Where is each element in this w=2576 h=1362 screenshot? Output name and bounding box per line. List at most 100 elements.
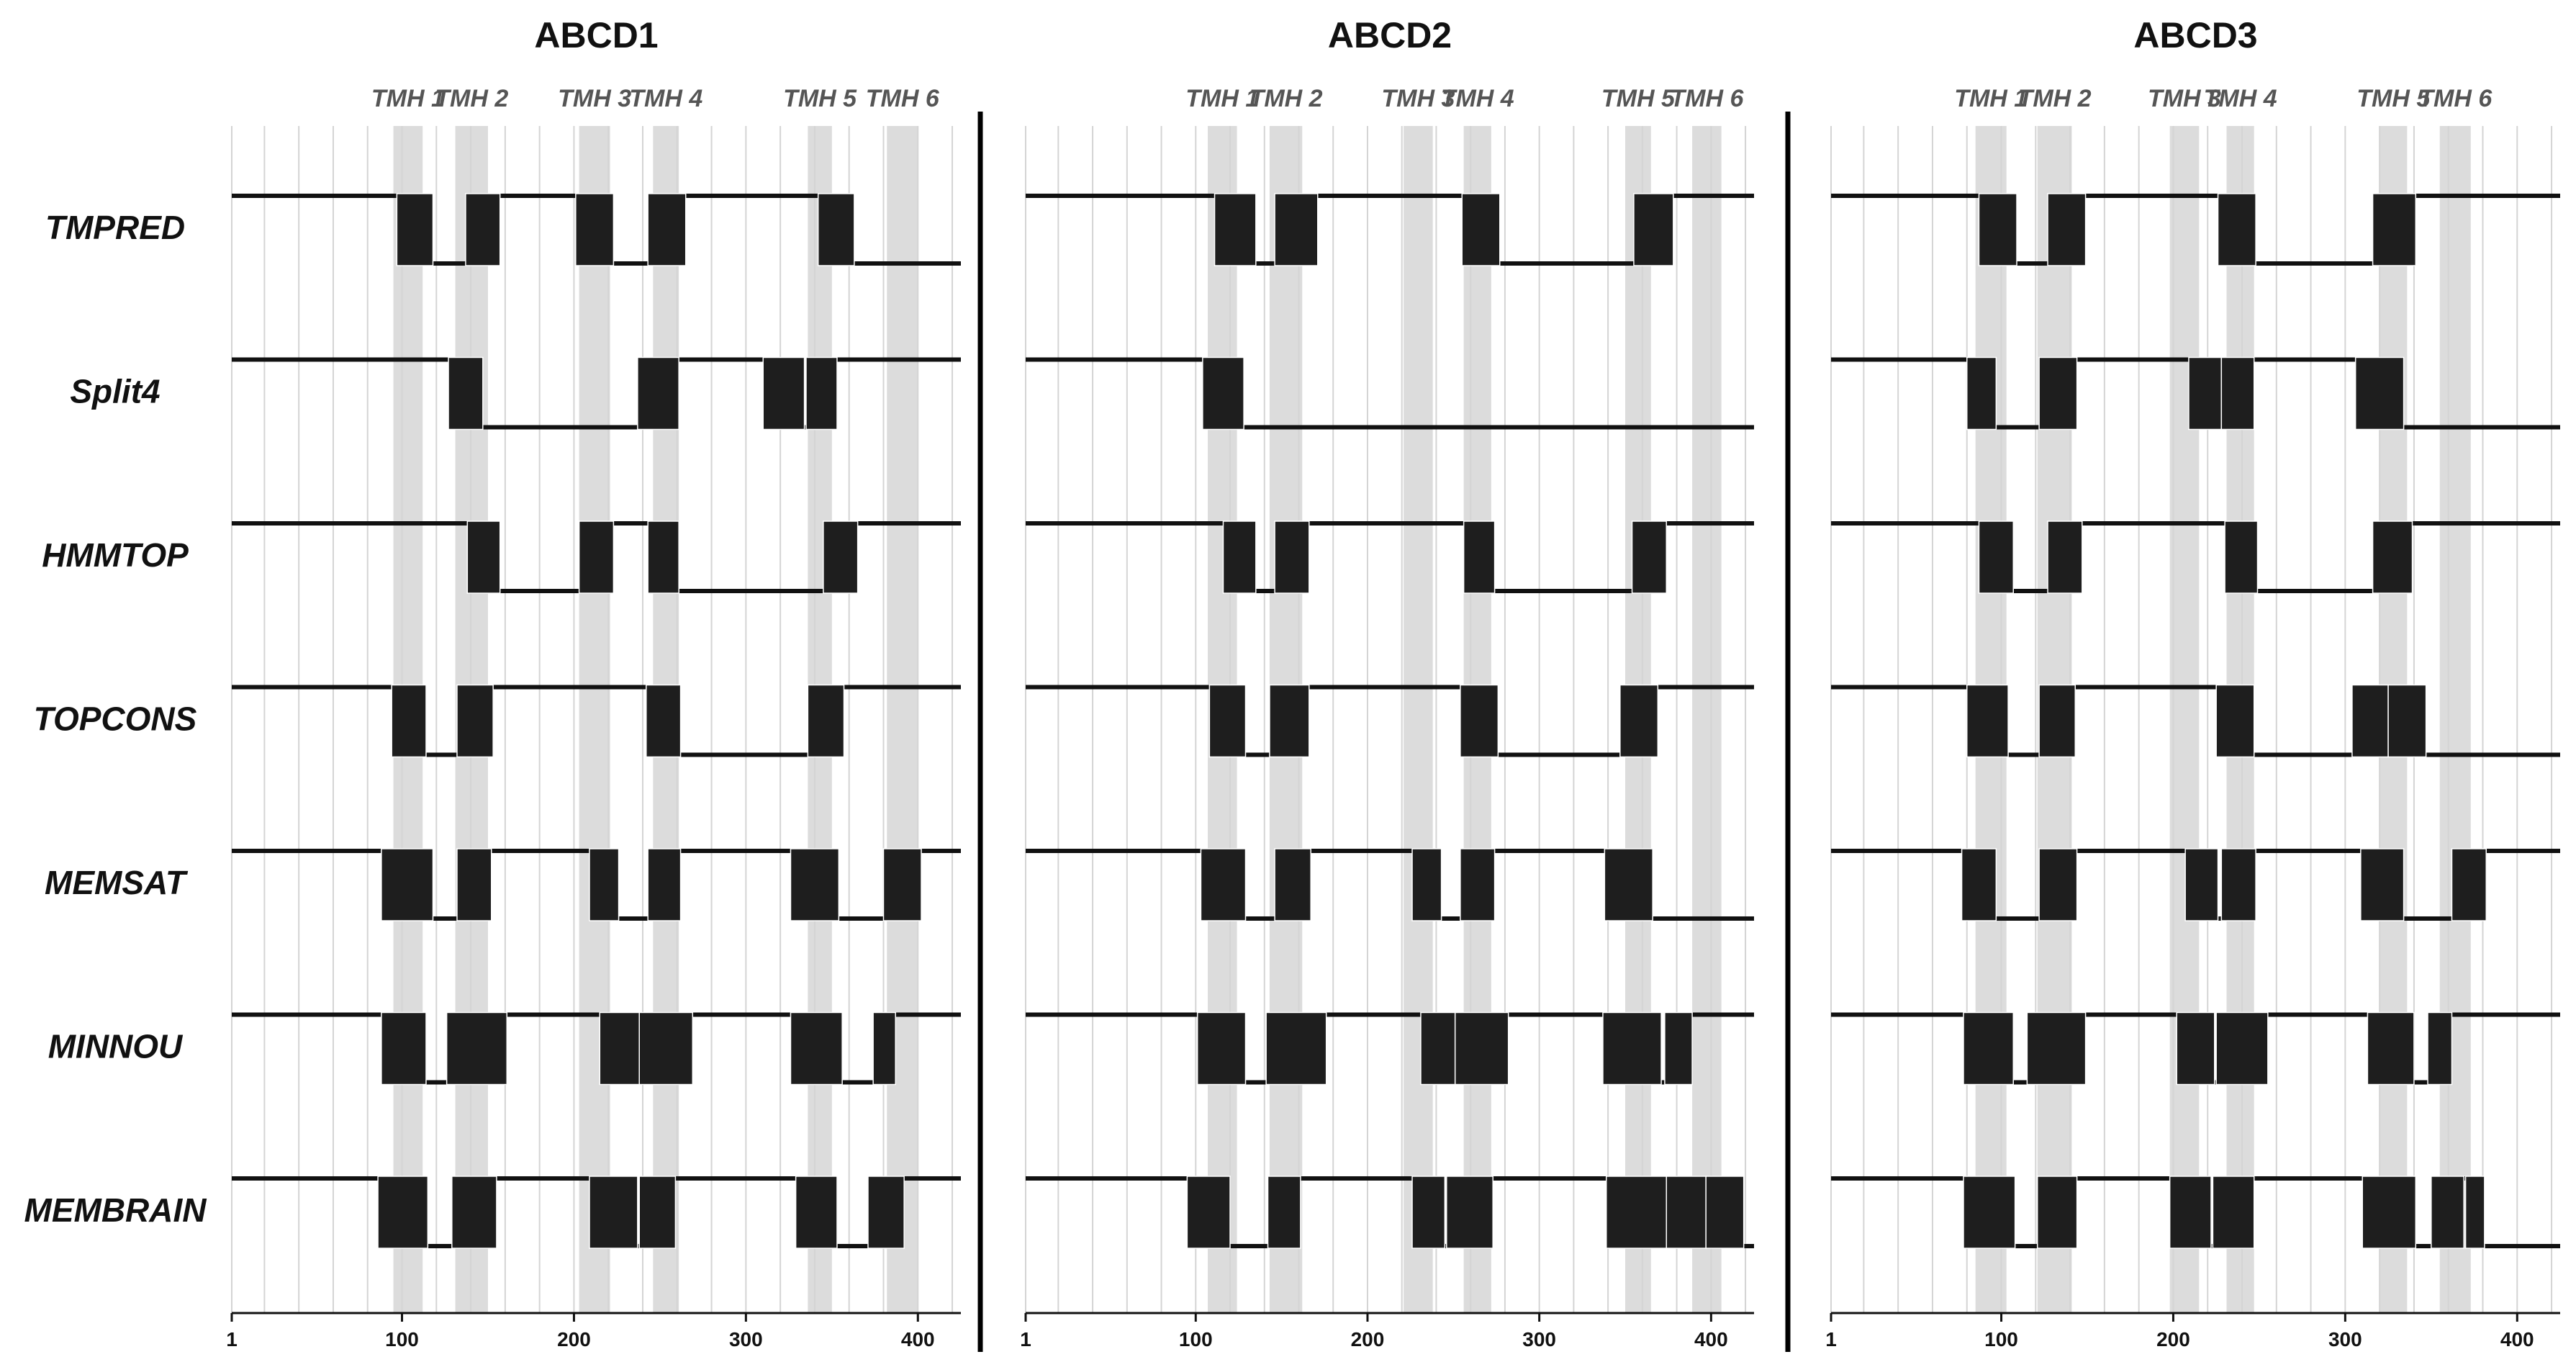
abcd1-tick-label-400: 400 [901,1328,935,1350]
abcd1-tick-label-200: 200 [557,1328,591,1350]
abcd1-membrain-helix-4 [638,1176,677,1249]
abcd3-hmmtop-helix-4 [2372,520,2413,594]
abcd3-memsat-helix-5 [2360,848,2405,921]
abcd2-tick-label-100: 100 [1179,1328,1213,1350]
abcd2-track-hmmtop [1026,520,1754,594]
abcd2-minnou-helix-2 [1265,1011,1327,1086]
abcd2-memsat-helix-1 [1200,848,1247,921]
abcd3-track-hmmtop [1831,520,2560,594]
abcd1-tmpred-helix-2 [465,193,501,266]
abcd1-split4-helix-3 [762,356,805,430]
method-label-hmmtop: HMMTOP [42,536,189,574]
abcd3-tmh-label-4: TMH 4 [2204,85,2277,112]
abcd1-tmh-band-3 [579,126,610,1313]
abcd2-membrain-helix-2 [1267,1176,1301,1249]
abcd1-track-tmpred [232,193,961,266]
abcd1-memsat-helix-5 [790,848,840,921]
abcd2-membrain-helix-3 [1411,1176,1446,1249]
abcd1-tmh-label-2: TMH 2 [435,85,508,112]
abcd3-track-minnou [1831,1011,2560,1086]
abcd1-hmmtop-helix-1 [466,520,501,594]
abcd3-memsat-helix-1 [1961,848,1997,921]
abcd2-membrain-helix-1 [1186,1176,1231,1249]
abcd2-track-memsat [1026,848,1754,921]
abcd3-minnou-helix-4 [2215,1011,2269,1086]
abcd3-hmmtop-helix-1 [1978,520,2015,594]
abcd2-split4-helix-1 [1202,356,1244,430]
abcd1-track-membrain [232,1176,961,1249]
abcd3-tmpred-helix-4 [2372,193,2417,266]
abcd3-split4-helix-1 [1966,356,1997,430]
abcd1-memsat-helix-2 [456,848,492,921]
abcd2-track-minnou [1026,1011,1754,1086]
abcd2-tmh-label-6: TMH 6 [1670,85,1744,112]
abcd1-hmmtop-helix-4 [823,520,859,594]
abcd2-membrain-helix-4 [1446,1176,1493,1249]
abcd1-topcons-helix-2 [456,684,494,758]
method-label-memsat: MEMSAT [45,864,189,901]
abcd1-tick-label-300: 300 [729,1328,763,1350]
abcd2-topcons-helix-4 [1619,684,1659,758]
abcd3-track-memsat [1831,848,2560,921]
abcd2-tmh-label-2: TMH 2 [1249,85,1323,112]
abcd3-membrain-helix-1 [1963,1176,2016,1249]
method-labels: TMPRED Split4 HMMTOP TOPCONS MEMSAT MINNOU MEM… [24,209,207,1229]
abcd2-topcons-helix-3 [1460,684,1499,758]
abcd2-tmh-band-6 [1692,126,1722,1313]
abcd2-minnou-helix-5 [1602,1011,1662,1086]
abcd3-memsat-helix-3 [2184,848,2219,921]
abcd2-tmpred-helix-1 [1214,193,1257,266]
abcd3-split4-helix-5 [2354,356,2405,430]
abcd3-tick-label-400: 400 [2500,1328,2534,1350]
abcd3-membrain-helix-7 [2464,1176,2485,1249]
method-label-split4: Split4 [70,373,160,410]
abcd1-tick-label-100: 100 [385,1328,419,1350]
abcd1-membrain-helix-6 [867,1176,905,1249]
abcd2-tmh-label-4: TMH 4 [1441,85,1514,112]
abcd3-tick-label-200: 200 [2156,1328,2190,1350]
abcd3-topcons-helix-5 [2387,684,2427,758]
abcd3-membrain-helix-6 [2431,1176,2464,1249]
abcd3-memsat-helix-6 [2451,848,2487,921]
abcd1-membrain-helix-1 [377,1176,429,1249]
abcd3-tmpred-helix-3 [2217,193,2256,266]
abcd3-tmh-band-6 [2439,126,2471,1313]
abcd2-track-tmpred [1026,193,1754,266]
abcd3-track-tmpred [1831,193,2560,266]
abcd1-split4-helix-2 [637,356,679,430]
abcd3-topcons-helix-4 [2351,684,2389,758]
panel-title-abcd3: ABCD3 [2133,15,2257,55]
abcd1-tmh-label-4: TMH 4 [629,85,702,112]
abcd3-tmpred-helix-2 [2047,193,2087,266]
abcd2-tmh-label-3: TMH 3 [1381,85,1455,112]
abcd2-minnou-helix-6 [1664,1011,1693,1086]
abcd2-memsat-helix-2 [1274,848,1311,921]
abcd2-memsat-helix-4 [1460,848,1496,921]
abcd1-tmh-band-6 [887,126,918,1313]
abcd1-minnou-helix-4 [638,1011,694,1086]
abcd2-hmmtop-helix-3 [1463,520,1496,594]
abcd2-topcons-helix-2 [1269,684,1310,758]
abcd1-track-hmmtop [232,520,961,594]
abcd3-minnou-helix-6 [2427,1011,2453,1086]
abcd2-tmpred-helix-4 [1633,193,1674,266]
abcd1-tmh-label-1: TMH 1 [371,85,445,112]
abcd3-membrain-helix-5 [2362,1176,2417,1249]
abcd1-membrain-helix-5 [795,1176,838,1249]
abcd2-memsat-helix-3 [1411,848,1442,921]
method-label-topcons: TOPCONS [34,700,197,738]
panel-title-abcd1: ABCD1 [534,15,658,55]
abcd2-tmpred-helix-2 [1274,193,1319,266]
abcd2-tick-label-300: 300 [1522,1328,1556,1350]
abcd1-tmpred-helix-3 [575,193,615,266]
abcd1-tmpred-helix-1 [396,193,434,266]
abcd1-split4-helix-1 [448,356,484,430]
abcd2-hmmtop-helix-2 [1274,520,1310,594]
abcd1-memsat-helix-3 [589,848,620,921]
abcd1-tmh-label-5: TMH 5 [783,85,857,112]
abcd2-membrain-helix-5 [1605,1176,1668,1249]
abcd3-split4-helix-3 [2188,356,2223,430]
